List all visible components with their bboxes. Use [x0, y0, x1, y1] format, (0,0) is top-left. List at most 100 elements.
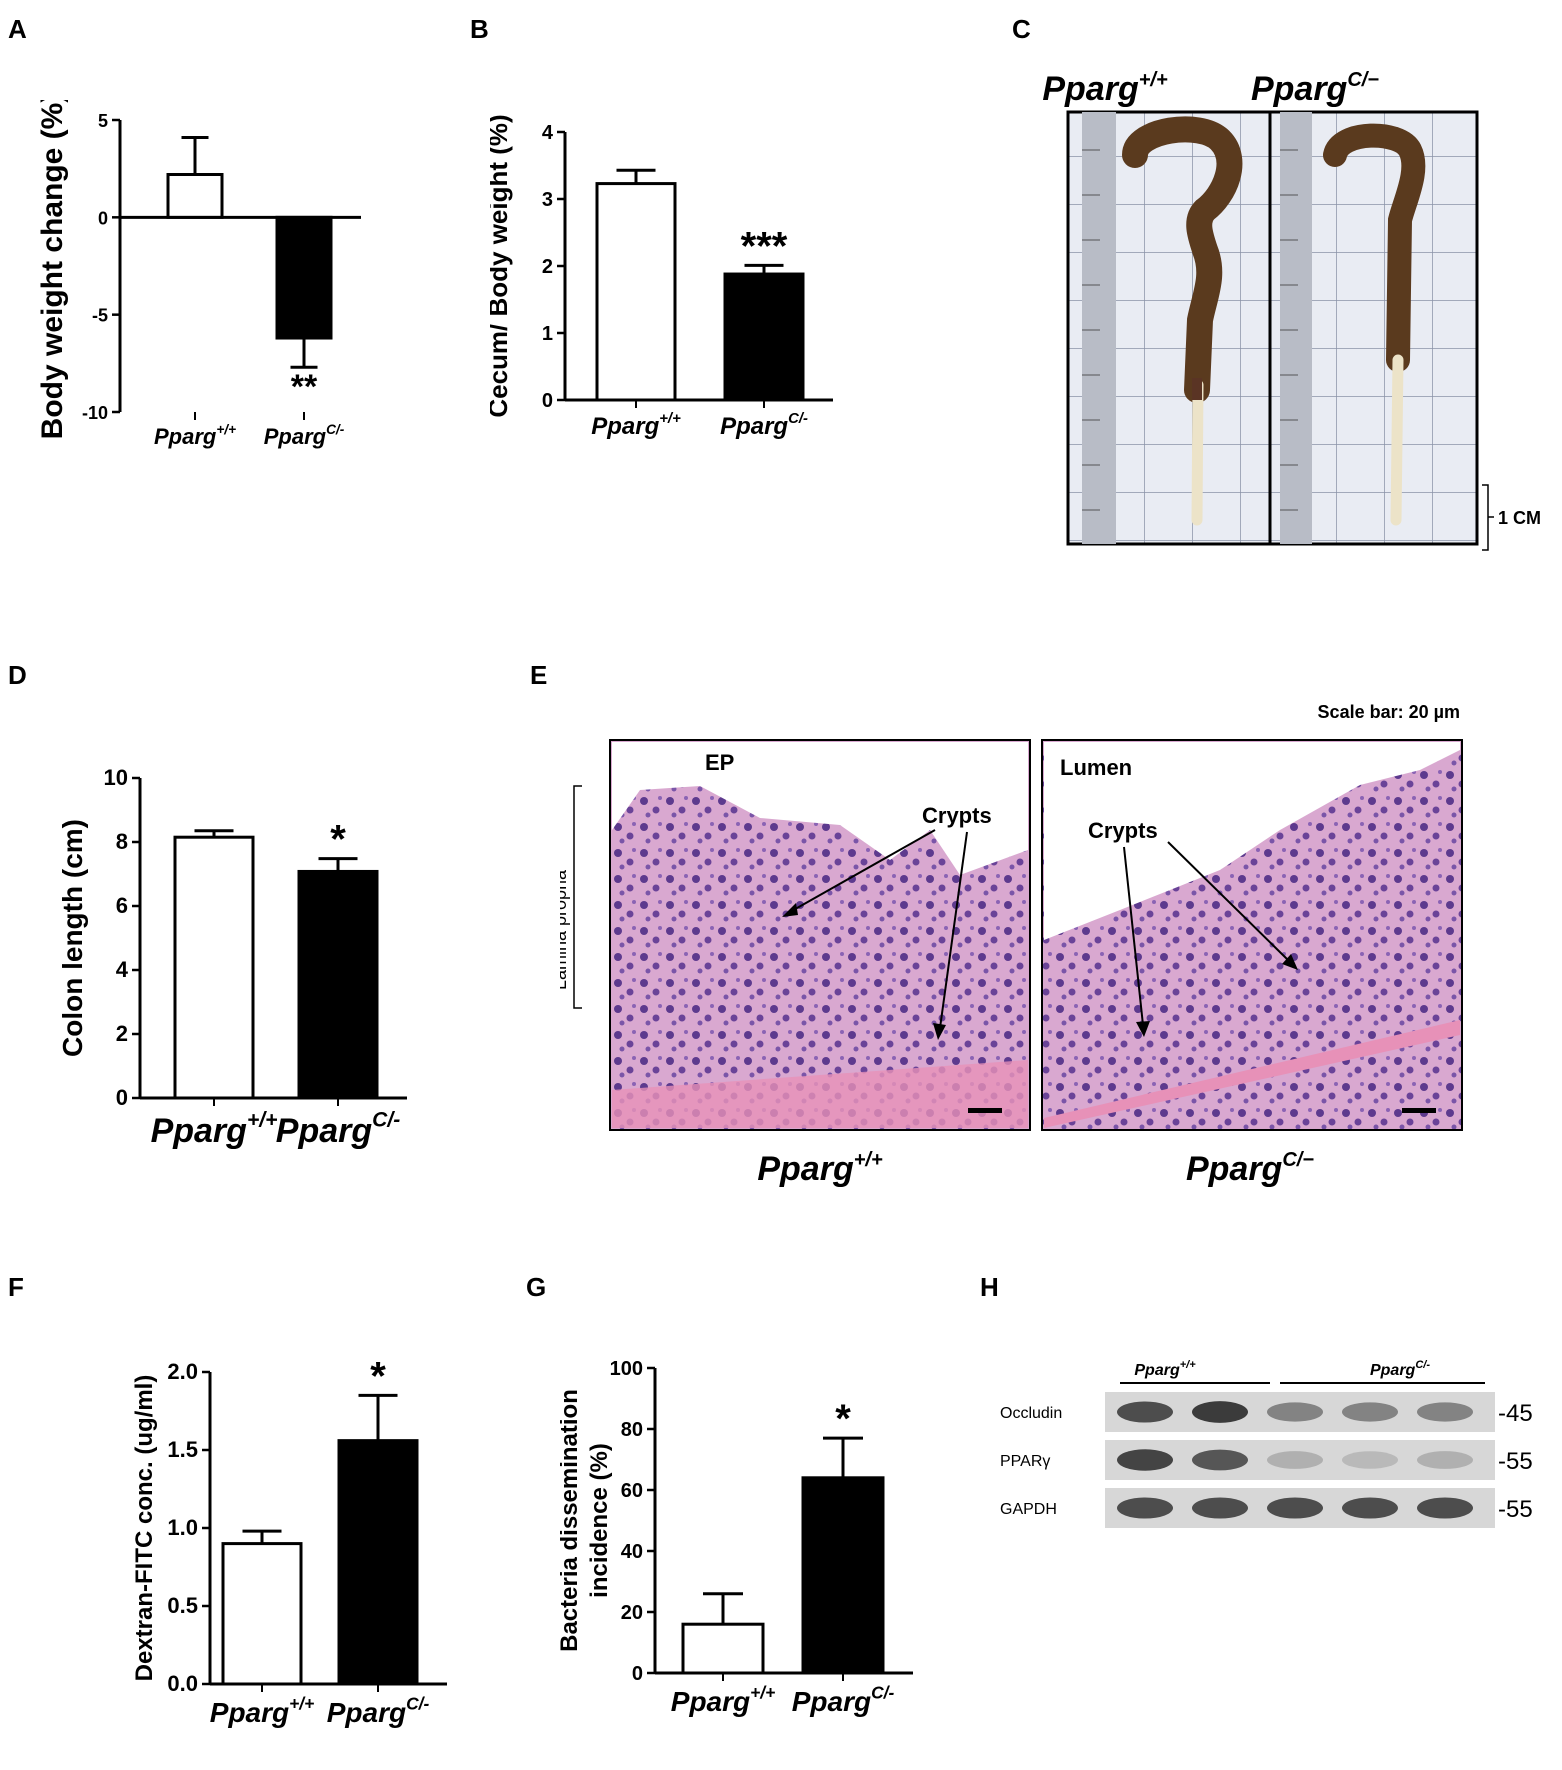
panel-label-h: H	[980, 1272, 999, 1302]
blot-band	[1342, 1497, 1398, 1519]
panel-e-histology: Scale bar: 20 µm EP Crypts Lamina propri…	[560, 702, 1463, 1188]
lamina-propria-label: Lamina propria	[560, 869, 570, 990]
ruler-right	[1280, 149, 1298, 511]
y-tick-label: 4	[542, 122, 554, 144]
y-tick-label: 0	[98, 208, 108, 228]
blot-row-label: GAPDH	[1000, 1501, 1057, 1518]
blot-band	[1192, 1497, 1248, 1519]
blot-band	[1342, 1402, 1398, 1422]
panel-c-colon-photo: Pparg+/+ PpargC/− 1 CM	[1042, 69, 1541, 551]
blot-band	[1192, 1449, 1248, 1471]
crypts-label-right: Crypts	[1088, 818, 1158, 843]
significance-marker: *	[835, 1397, 851, 1441]
y-tick-label: 8	[116, 829, 128, 854]
bar	[166, 173, 224, 219]
blot-band	[1192, 1401, 1248, 1423]
scale-bar-label: Scale bar: 20 µm	[1318, 702, 1460, 722]
panel-label-g: G	[526, 1272, 547, 1302]
y-tick-label: -5	[92, 306, 108, 326]
blot-band	[1267, 1497, 1323, 1519]
caption-wt: Pparg+/+	[757, 1149, 883, 1188]
panel-label-b: B	[470, 14, 489, 44]
y-tick-label: 1.5	[167, 1437, 198, 1462]
bar	[337, 1439, 419, 1686]
photo-header-wt: Pparg+/+	[1042, 69, 1168, 108]
bar	[275, 215, 333, 340]
panel-label-f: F	[8, 1272, 24, 1302]
panel-label-e: E	[530, 660, 548, 690]
category-label: PpargC/-	[327, 1693, 430, 1728]
bar	[681, 1622, 765, 1675]
y-tick-label: 0	[116, 1085, 128, 1110]
category-label: Pparg+/+	[151, 1109, 278, 1150]
caption-ko: PpargC/−	[1186, 1149, 1314, 1188]
y-axis-label: Body weight change (%)	[36, 100, 69, 439]
y-tick-label: 100	[610, 1358, 643, 1380]
y-tick-label: 60	[621, 1480, 643, 1502]
chart-a-body-weight: 5 0 -5 -10 Body weight change (%) Pparg+/+ ** P…	[36, 100, 361, 449]
y-tick-label: 0.5	[167, 1593, 198, 1618]
y-tick-label: 1.0	[167, 1515, 198, 1540]
significance-marker: *	[330, 818, 346, 862]
significance-marker: *	[370, 1354, 386, 1398]
y-axis-label: incidence (%)	[586, 1443, 613, 1598]
y-tick-label: -10	[82, 403, 108, 423]
blot-band	[1342, 1451, 1398, 1469]
bar	[595, 182, 677, 402]
category-label: Pparg+/+	[210, 1693, 314, 1728]
bar	[173, 835, 255, 1100]
bar	[801, 1476, 885, 1675]
y-tick-label: 0	[632, 1663, 643, 1685]
y-tick-label: 0.0	[167, 1671, 198, 1696]
y-tick-label: 80	[621, 1419, 643, 1441]
blot-band	[1117, 1497, 1173, 1519]
y-tick-label: 1	[542, 323, 553, 345]
mw-marker: -45	[1498, 1400, 1533, 1427]
y-tick-label: 4	[116, 957, 129, 982]
lumen-label: Lumen	[1060, 755, 1132, 780]
ep-label: EP	[705, 750, 734, 775]
y-tick-label: 0	[542, 390, 553, 412]
blot-band	[1267, 1402, 1323, 1422]
blot-band	[1417, 1451, 1473, 1469]
blot-band	[1267, 1451, 1323, 1469]
y-tick-label: 2	[116, 1021, 128, 1046]
y-axis-label: Colon length (cm)	[60, 819, 88, 1057]
blot-band	[1417, 1497, 1473, 1519]
y-axis-label: Bacteria dissemination	[560, 1389, 583, 1652]
bar	[297, 869, 379, 1100]
y-tick-label: 3	[542, 189, 553, 211]
ruler-left	[1082, 149, 1100, 511]
panel-label-c: C	[1012, 14, 1031, 44]
y-tick-label: 10	[104, 765, 128, 790]
panel-label-d: D	[8, 660, 27, 690]
chart-b-cecum-ratio: 0 1 2 3 4 Cecum/ Body weight (%) Pparg+/+ *** Pp…	[490, 114, 833, 440]
colon-specimen-ko	[1323, 123, 1426, 372]
category-label: Pparg+/+	[591, 411, 681, 440]
wb-group-ko: PpargC/-	[1370, 1359, 1430, 1379]
y-tick-label: 40	[621, 1541, 643, 1563]
bar	[723, 272, 805, 402]
category-label: PpargC/-	[276, 1109, 400, 1150]
panel-label-a: A	[8, 14, 27, 44]
colon-specimen-wt	[1122, 116, 1243, 403]
y-tick-label: 6	[116, 893, 128, 918]
y-tick-label: 2	[542, 256, 553, 278]
blot-band	[1417, 1402, 1473, 1422]
category-label: Pparg+/+	[671, 1682, 775, 1717]
chart-f-dextran-fitc: 0.0 0.5 1.0 1.5 2.0 Dextran-FITC conc. (ug/ml…	[131, 1354, 447, 1728]
y-axis-label: Dextran-FITC conc. (ug/ml)	[131, 1375, 158, 1682]
crypts-label-left: Crypts	[922, 803, 992, 828]
mw-marker: -55	[1498, 1448, 1533, 1475]
category-label: PpargC/-	[792, 1682, 895, 1717]
scale-bracket	[1482, 484, 1494, 551]
chart-g-bacteria-dissemination: 0 20 40 60 80 100 Bacteria dissemination incide…	[560, 1358, 913, 1717]
blot-row-label: Occludin	[1000, 1405, 1062, 1422]
bar	[221, 1542, 303, 1686]
y-tick-label: 2.0	[167, 1359, 198, 1384]
y-tick-label: 5	[98, 111, 108, 131]
y-tick-label: 20	[621, 1602, 643, 1624]
wb-group-wt: Pparg+/+	[1134, 1359, 1196, 1379]
blot-band	[1117, 1401, 1173, 1423]
chart-d-colon-length: 0 2 4 6 8 10 Colon length (cm) Pparg+/+ * PpargC/…	[60, 765, 407, 1150]
